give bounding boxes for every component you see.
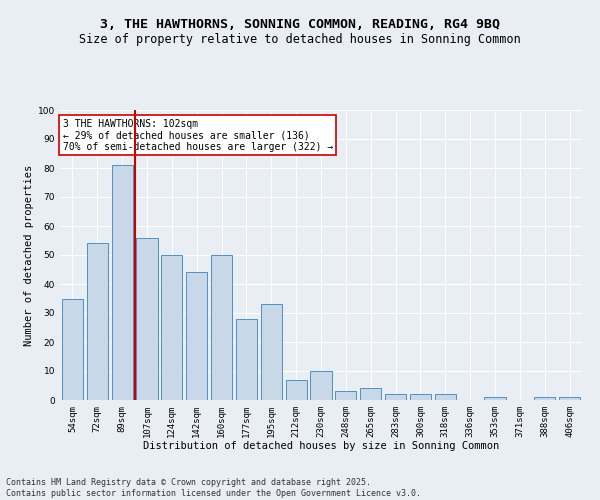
Bar <box>559 397 580 400</box>
Text: Size of property relative to detached houses in Sonning Common: Size of property relative to detached ho… <box>79 32 521 46</box>
Text: Contains HM Land Registry data © Crown copyright and database right 2025.
Contai: Contains HM Land Registry data © Crown c… <box>6 478 421 498</box>
Bar <box>112 165 133 400</box>
Y-axis label: Number of detached properties: Number of detached properties <box>24 164 34 346</box>
Bar <box>87 244 108 400</box>
Bar <box>410 394 431 400</box>
Text: 3, THE HAWTHORNS, SONNING COMMON, READING, RG4 9BQ: 3, THE HAWTHORNS, SONNING COMMON, READIN… <box>100 18 500 30</box>
Text: 3 THE HAWTHORNS: 102sqm
← 29% of detached houses are smaller (136)
70% of semi-d: 3 THE HAWTHORNS: 102sqm ← 29% of detache… <box>62 118 333 152</box>
Bar <box>435 394 456 400</box>
Bar <box>286 380 307 400</box>
Bar <box>335 392 356 400</box>
Bar <box>385 394 406 400</box>
Bar <box>186 272 207 400</box>
Bar <box>62 298 83 400</box>
Bar <box>236 319 257 400</box>
Bar <box>261 304 282 400</box>
Bar <box>484 397 506 400</box>
Bar <box>211 255 232 400</box>
Bar <box>534 397 555 400</box>
Bar <box>136 238 158 400</box>
Bar <box>360 388 381 400</box>
Bar <box>310 371 332 400</box>
X-axis label: Distribution of detached houses by size in Sonning Common: Distribution of detached houses by size … <box>143 442 499 452</box>
Bar <box>161 255 182 400</box>
